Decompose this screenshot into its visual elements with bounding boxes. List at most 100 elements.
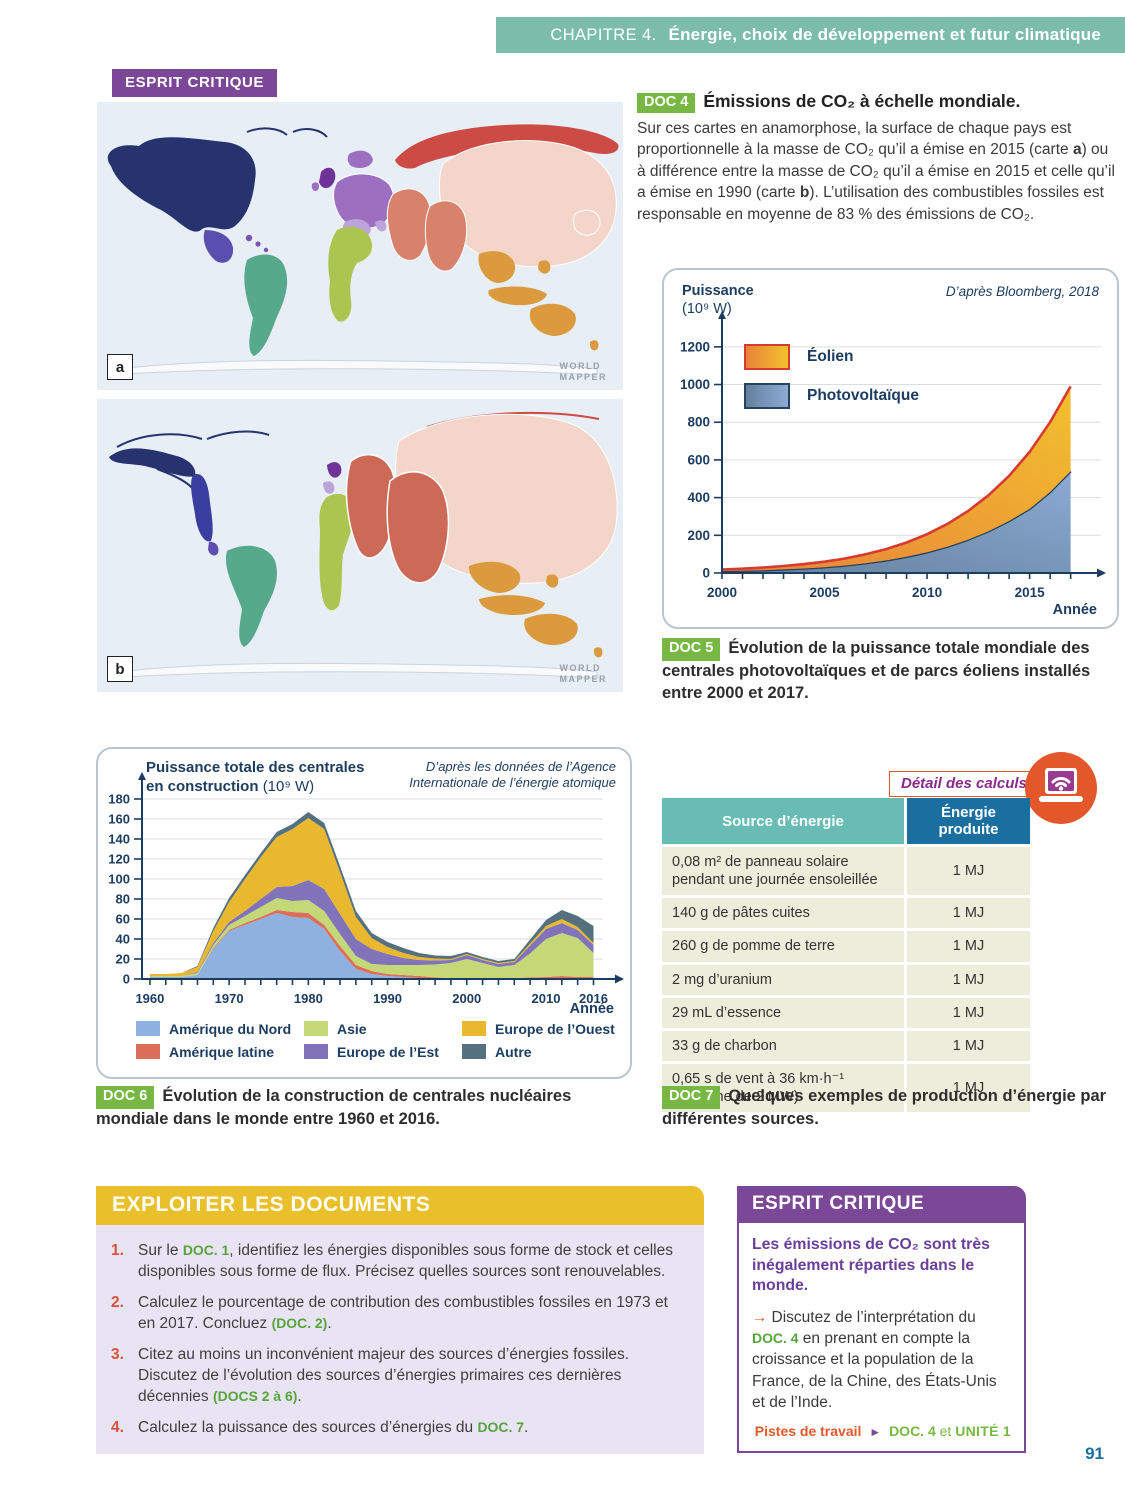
region-north-america-a bbox=[107, 137, 256, 232]
svg-text:0: 0 bbox=[702, 566, 710, 581]
region-mexico-a bbox=[203, 230, 234, 263]
region-indonesia-a bbox=[488, 286, 547, 306]
col-header-source: Source d’énergie bbox=[662, 798, 904, 844]
doc6-chart-title: Puissance totale des centrales en constr… bbox=[146, 759, 365, 795]
exploiter-body: 1. Sur le DOC. 1, identifiez les énergie… bbox=[96, 1225, 704, 1454]
region-caribbean-a3 bbox=[263, 247, 269, 253]
esprit-critique-body: Les émissions de CO₂ sont très inégaleme… bbox=[737, 1223, 1026, 1454]
svg-text:80: 80 bbox=[116, 892, 130, 907]
region-south-america-b bbox=[225, 545, 277, 647]
region-us-strip-b bbox=[191, 473, 213, 542]
cartogram-map-b: b WORLD MAPPER bbox=[97, 399, 623, 692]
svg-text:160: 160 bbox=[108, 812, 130, 827]
antarctica-a bbox=[126, 359, 598, 376]
chapter-number: CHAPITRE 4. bbox=[550, 25, 657, 44]
region-philippines-a bbox=[538, 260, 551, 274]
esprit-critique-header: ESPRIT CRITIQUE bbox=[737, 1186, 1026, 1223]
col-header-energie: Énergie produite bbox=[904, 798, 1030, 844]
svg-text:120: 120 bbox=[108, 852, 130, 867]
doc6-badge: DOC 6 bbox=[96, 1086, 155, 1110]
region-europe2-b bbox=[323, 481, 335, 494]
legend-item-amerique-latine: Amérique latine bbox=[136, 1040, 304, 1063]
region-south-america-a bbox=[244, 254, 288, 356]
svg-text:800: 800 bbox=[687, 415, 710, 430]
doc5-badge: DOC 5 bbox=[662, 638, 721, 662]
doc4-badge: DOC 4 bbox=[637, 93, 696, 113]
svg-text:2000: 2000 bbox=[452, 991, 481, 1006]
doc4-reference: DOC. 4 bbox=[889, 1423, 936, 1440]
detail-calculs-label[interactable]: Détail des calculs bbox=[889, 771, 1039, 797]
europe-ouest-swatch bbox=[462, 1021, 486, 1036]
region-north-america-b bbox=[109, 448, 196, 477]
antarctica-b bbox=[126, 662, 598, 679]
esprit-footer: Pistes de travail ► DOC. 4 et UNITÉ 1 bbox=[754, 1423, 1011, 1440]
cartogram-b-svg bbox=[97, 399, 623, 692]
legend-item-asie: Asie bbox=[304, 1017, 462, 1040]
doc6-source: D’après les données de l’Agence Internat… bbox=[409, 759, 616, 791]
table-row: 260 g de pomme de terre 1 MJ bbox=[662, 931, 1030, 962]
esprit-intro: Les émissions de CO₂ sont très inégaleme… bbox=[752, 1236, 990, 1295]
doc4-title: Émissions de CO₂ à échelle mondiale. bbox=[703, 91, 1021, 111]
table-row: 29 mL d’essence 1 MJ bbox=[662, 997, 1030, 1028]
region-indonesia-b bbox=[479, 595, 545, 615]
doc5-source: D’après Bloomberg, 2018 bbox=[945, 284, 1099, 299]
chapter-title: Énergie, choix de développement et futur… bbox=[668, 25, 1101, 44]
svg-text:180: 180 bbox=[108, 792, 130, 807]
svg-text:40: 40 bbox=[116, 932, 130, 947]
svg-text:2010: 2010 bbox=[532, 991, 561, 1006]
region-ireland-a bbox=[311, 182, 320, 192]
region-europe-south2-a bbox=[375, 220, 387, 232]
exploiter-section: EXPLOITER LES DOCUMENTS 1. Sur le DOC. 1… bbox=[96, 1186, 704, 1454]
question-2: 2. Calculez le pourcentage de contributi… bbox=[111, 1293, 668, 1333]
region-philippines-b bbox=[546, 574, 559, 588]
table-row: 2 mg d’uranium 1 MJ bbox=[662, 964, 1030, 995]
svg-text:2000: 2000 bbox=[707, 585, 737, 600]
region-se-asia-a bbox=[478, 251, 516, 283]
svg-text:200: 200 bbox=[687, 528, 710, 543]
online-resource-icon[interactable] bbox=[1023, 750, 1099, 826]
esprit-paragraph: → Discutez de l’interprétation du DOC. 4 … bbox=[752, 1308, 997, 1412]
region-mexico-b bbox=[208, 541, 219, 556]
svg-text:100: 100 bbox=[108, 872, 130, 887]
svg-text:2015: 2015 bbox=[1015, 585, 1046, 600]
region-new-zealand-a bbox=[589, 340, 599, 351]
doc5-caption: DOC 5 Évolution de la puissance totale mo… bbox=[662, 638, 1091, 702]
table-header-row: Source d’énergie Énergie produite bbox=[662, 798, 1030, 844]
table-row: 33 g de charbon 1 MJ bbox=[662, 1030, 1030, 1061]
exploiter-header: EXPLOITER LES DOCUMENTS bbox=[96, 1186, 704, 1225]
chapter-header-bar: CHAPITRE 4. Énergie, choix de développem… bbox=[496, 17, 1125, 53]
table-row: 140 g de pâtes cuites 1 MJ bbox=[662, 898, 1030, 929]
map-a-label: a bbox=[107, 354, 133, 380]
wifi-laptop-icon bbox=[1025, 752, 1097, 824]
svg-text:2010: 2010 bbox=[912, 585, 942, 600]
doc5-plot-svg: 0 200 400 600 800 1000 1200 2000 2005 2010 2015 bbox=[680, 311, 1106, 600]
svg-text:1200: 1200 bbox=[680, 339, 710, 354]
legend-item-photovoltaique: Photovoltaïque bbox=[744, 383, 919, 409]
svg-text:1990: 1990 bbox=[373, 991, 402, 1006]
region-caribbean-a bbox=[245, 234, 253, 242]
region-caribbean-a2 bbox=[255, 241, 261, 247]
region-se-asia-b bbox=[468, 561, 521, 593]
legend-item-europe-est: Europe de l’Est bbox=[304, 1040, 462, 1063]
region-new-zealand-b bbox=[593, 647, 603, 658]
svg-text:60: 60 bbox=[116, 912, 130, 927]
amerique-du-nord-swatch bbox=[136, 1021, 160, 1036]
doc6-x-axis-label: Année bbox=[569, 1001, 614, 1017]
svg-text:600: 600 bbox=[687, 452, 710, 467]
svg-text:2016: 2016 bbox=[579, 991, 608, 1006]
eolien-swatch bbox=[744, 344, 790, 370]
unite1-reference: UNITÉ 1 bbox=[955, 1423, 1011, 1440]
question-1: 1. Sur le DOC. 1, identifiez les énergie… bbox=[111, 1242, 673, 1281]
amerique-latine-swatch bbox=[136, 1044, 160, 1059]
region-nordics-a bbox=[347, 150, 373, 168]
svg-text:20: 20 bbox=[116, 952, 130, 967]
doc6-caption: DOC 6 Évolution de la construction de cen… bbox=[96, 1086, 572, 1129]
energy-sources-table: Source d’énergie Énergie produite 0,08 m… bbox=[662, 795, 1030, 1115]
region-middle-east-a bbox=[386, 188, 432, 261]
doc6-chart: Puissance totale des centrales en constr… bbox=[96, 747, 632, 1079]
svg-text:2005: 2005 bbox=[810, 585, 841, 600]
asie-swatch bbox=[304, 1021, 328, 1036]
map-b-label: b bbox=[107, 656, 133, 682]
worldmapper-watermark-a: WORLD MAPPER bbox=[559, 361, 607, 382]
legend-item-europe-ouest: Europe de l’Ouest bbox=[462, 1017, 638, 1040]
